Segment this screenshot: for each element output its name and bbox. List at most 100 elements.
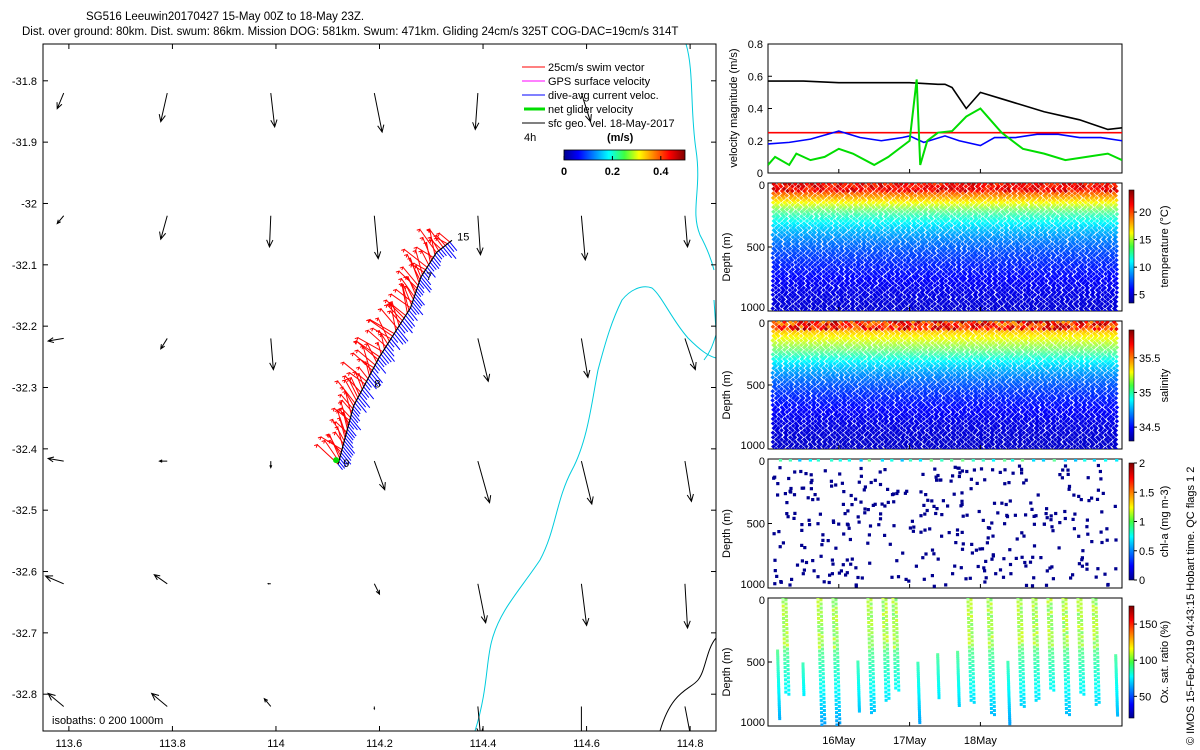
section-point [787, 444, 793, 449]
section-point [1077, 287, 1083, 293]
section-point [801, 280, 806, 286]
section-point [801, 285, 806, 291]
section-point [824, 377, 829, 382]
section-point [784, 340, 790, 346]
section-point [837, 274, 843, 279]
section-point [824, 271, 829, 277]
current-vector [374, 364, 381, 371]
section-point [798, 388, 804, 394]
section-point [807, 290, 812, 295]
section-point [1086, 230, 1091, 235]
section-point [1111, 278, 1117, 284]
section-point [966, 287, 971, 293]
section-point [824, 349, 829, 355]
section-point [1027, 283, 1032, 288]
colorbar-tick-label: 20 [1139, 207, 1151, 219]
section-point [776, 416, 781, 422]
section-point [788, 321, 793, 325]
section-point [884, 294, 890, 300]
section-point [851, 386, 856, 392]
section-point [773, 386, 779, 392]
section-point [1010, 278, 1015, 284]
section-point [1111, 241, 1116, 247]
section-point [792, 439, 798, 445]
section-point [843, 375, 849, 380]
section-point [929, 271, 934, 277]
current-vector [340, 452, 352, 465]
section-point [801, 405, 807, 410]
section-point [1066, 283, 1072, 288]
section-point [798, 416, 803, 422]
swim-vector [337, 380, 356, 404]
current-vector [367, 378, 377, 390]
section-point [1083, 191, 1089, 196]
section-point [966, 278, 972, 284]
map-ytick-label: -32 [21, 198, 37, 210]
section-point [799, 430, 804, 435]
current-vector [410, 307, 417, 316]
section-point [809, 338, 815, 343]
section-point [1066, 297, 1071, 302]
current-vector [400, 322, 409, 333]
section-point [860, 321, 865, 325]
section-point [779, 331, 785, 336]
section-point [887, 274, 893, 279]
section-point [1086, 262, 1092, 267]
section-point [815, 370, 821, 376]
section-point [779, 303, 784, 309]
section-point [1027, 292, 1032, 297]
current-vector [358, 394, 371, 409]
section-point [877, 278, 882, 284]
section-point [879, 294, 884, 300]
section-point [1041, 253, 1047, 258]
section-point [820, 388, 826, 394]
section-point [912, 308, 918, 311]
section-point [866, 306, 871, 311]
section-point [960, 283, 966, 288]
section-point [1036, 267, 1041, 272]
swim-vector [395, 289, 413, 303]
section-point [812, 276, 818, 281]
section-point [1063, 290, 1069, 295]
section-point [810, 287, 815, 293]
section-point [1083, 297, 1088, 302]
section-point [851, 405, 857, 410]
section-point [904, 274, 909, 279]
section-point [824, 276, 829, 281]
geo-vector [580, 92, 592, 123]
section-point [854, 321, 860, 325]
section-point [1055, 301, 1061, 307]
section-point [793, 269, 799, 274]
geo-vector [263, 697, 272, 707]
section-point [1044, 200, 1049, 205]
section-point [983, 264, 988, 270]
current-vector [338, 460, 346, 469]
section-point [832, 255, 837, 261]
section-point [820, 361, 826, 366]
section-point [807, 437, 812, 442]
section-point [988, 274, 993, 279]
section-point [986, 290, 991, 295]
section-point [1078, 297, 1083, 302]
section-point [788, 333, 793, 339]
section-point [873, 303, 879, 309]
section-point [940, 285, 946, 291]
section-point [784, 377, 790, 382]
section-point [860, 407, 865, 412]
section-point [820, 402, 826, 408]
section-point [1099, 301, 1105, 307]
section-point [1088, 269, 1094, 274]
section-point [1072, 283, 1077, 288]
geo-vector [580, 583, 590, 627]
section-point [876, 297, 882, 302]
section-point [999, 278, 1005, 284]
section-point [899, 264, 904, 270]
swim-vector [439, 232, 451, 243]
section-point [840, 446, 846, 449]
section-point [1081, 230, 1086, 235]
swim-vector [380, 333, 385, 350]
section-point [857, 271, 862, 277]
section-point [852, 322, 857, 327]
section-point [809, 347, 815, 352]
